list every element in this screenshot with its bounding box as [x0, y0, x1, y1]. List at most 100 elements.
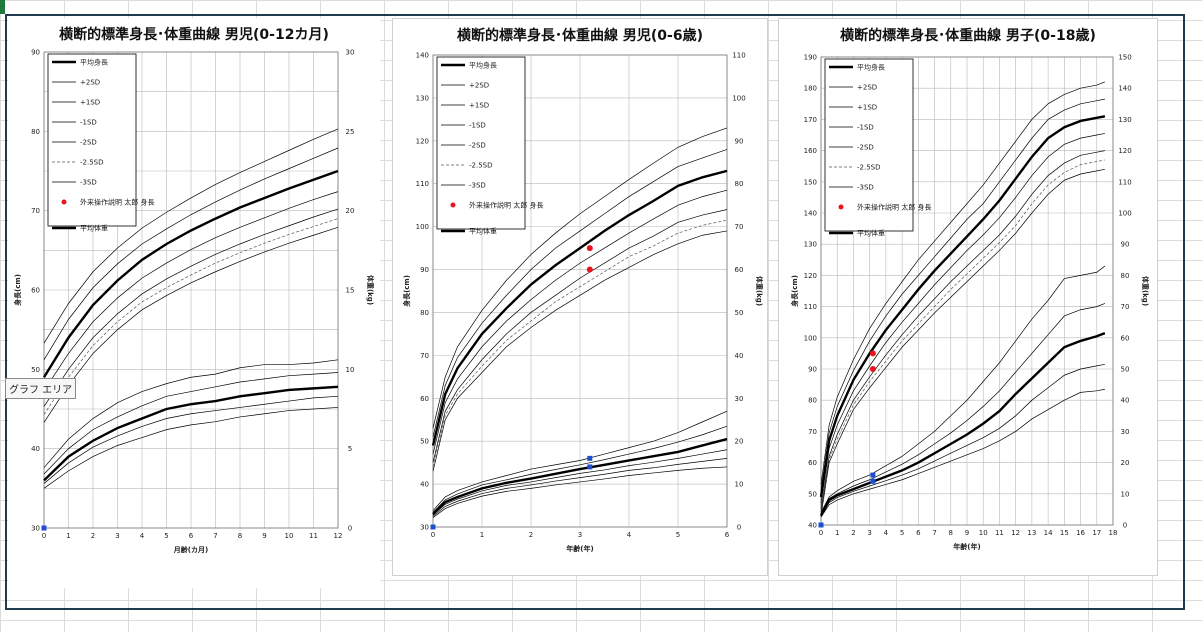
- y-tick-label: 80: [808, 397, 817, 405]
- y2-tick-label: 60: [1121, 334, 1130, 342]
- x-tick-label: 7: [932, 529, 936, 537]
- weight-curve--1SD: [820, 363, 1105, 517]
- y-tick-label: 90: [420, 266, 429, 274]
- legend-label: +2SD: [80, 79, 100, 87]
- legend-label: -2SD: [857, 144, 874, 152]
- legend-label: 外来操作説明 太郎 身長: [80, 198, 154, 207]
- height-curve--3SD: [432, 230, 728, 472]
- legend-label: -3SD: [857, 184, 874, 192]
- x-tick-label: 5: [164, 532, 168, 540]
- height-curve--2.5SD: [820, 159, 1105, 513]
- y2-tick-label: 150: [1118, 54, 1131, 62]
- y2-tick-label: 100: [732, 94, 745, 102]
- weight-curve--1SD: [432, 449, 728, 516]
- weight-curve-平均: [432, 437, 728, 515]
- chart-infant-growth[interactable]: 横断的標準身長･体重曲線 男児(0-12カ月) 0 1 2 3 4 5 6 7 8 9 10 11 12…: [8, 18, 380, 588]
- x-tick-label: 3: [867, 529, 871, 537]
- height-curve-平均: [819, 115, 1106, 498]
- chart-preschool-growth[interactable]: 横断的標準身長･体重曲線 男児(0-6歳) 0 1 2 3 4 5 6 30 40 50 60 70 8…: [392, 18, 768, 576]
- x-tick-label: 2: [851, 529, 855, 537]
- weight-curve-+1SD: [820, 303, 1106, 515]
- y2-tick-label: 30: [735, 395, 744, 403]
- y2-tick-label: 5: [348, 445, 352, 453]
- weight-curve-+1SD: [43, 372, 339, 475]
- height-curve--1SD: [432, 189, 728, 455]
- y2-tick-label: 100: [1118, 210, 1131, 218]
- x-axis-label: 年齢(年): [953, 542, 980, 551]
- chart-preschool-svg: 0 1 2 3 4 5 6 30 40 50 60 70 80 90 100 110 120 130 140 0 10 2…: [402, 52, 764, 554]
- legend-label: -1SD: [857, 124, 874, 132]
- legend-swatch-dot: [450, 202, 456, 208]
- y2-tick-label: 10: [735, 481, 744, 489]
- chart-title: 横断的標準身長･体重曲線 男児(0-12カ月): [59, 27, 329, 43]
- y-axis-label: 身長(cm): [790, 275, 799, 308]
- chart-youth-svg: 0 1 2 3 4 5 6 7 8 9 10 11 12 13 14 15 16 17 18405060708090…: [790, 54, 1150, 552]
- y-tick-label: 150: [804, 178, 817, 186]
- y2-axis-label: 体重(kg): [366, 275, 375, 305]
- x-tick-label: 0: [819, 529, 823, 537]
- y2-tick-label: 80: [735, 180, 744, 188]
- legend-label: -2SD: [469, 142, 486, 150]
- x-tick-label: 0: [42, 532, 46, 540]
- legend-label: -3SD: [469, 182, 486, 190]
- patient-weight-point: [430, 524, 436, 530]
- height-curve-+2SD: [43, 128, 339, 344]
- y2-tick-label: 10: [346, 366, 355, 374]
- legend: 平均身長 +2SD +1SD -1SD -2SD -2.5SD -3SD 外来操作説明 太郎 …: [824, 58, 931, 238]
- y-tick-label: 30: [31, 525, 40, 533]
- plot-area-border: [432, 54, 728, 528]
- y-tick-label: 130: [416, 94, 429, 102]
- y-tick-label: 170: [804, 116, 817, 124]
- patient-weight-point: [587, 455, 593, 461]
- y-axis-label: 身長(cm): [13, 274, 22, 307]
- height-curve-+1SD: [43, 147, 339, 360]
- legend-label: 平均体重: [469, 227, 497, 236]
- y-tick-label: 40: [420, 481, 429, 489]
- x-tick-label: 5: [676, 531, 680, 539]
- y2-tick-label: 140: [1118, 85, 1131, 93]
- legend-label: +1SD: [80, 99, 100, 107]
- y-tick-label: 70: [31, 207, 40, 215]
- legend-label: 外来操作説明 太郎 身長: [857, 203, 931, 212]
- y-tick-label: 90: [31, 49, 40, 57]
- y-tick-label: 40: [31, 445, 40, 453]
- legend-label: +1SD: [857, 104, 877, 112]
- height-curve--2SD: [43, 208, 339, 407]
- chart-infant-svg: 0 1 2 3 4 5 6 7 8 9 10 11 12304050607080900510152025…: [13, 49, 375, 555]
- x-tick-label: 6: [916, 529, 921, 537]
- legend-box: [824, 58, 914, 232]
- height-curve-+1SD: [820, 98, 1105, 491]
- x-tick-label: 6: [725, 531, 730, 539]
- x-tick-label: 1: [480, 531, 484, 539]
- height-curve--3SD: [820, 168, 1105, 516]
- y-tick-label: 140: [804, 210, 817, 218]
- patient-weight-point: [818, 522, 824, 528]
- height-curve--2.5SD: [432, 219, 728, 468]
- y-tick-label: 140: [416, 52, 429, 60]
- y-tick-label: 110: [804, 303, 817, 311]
- y2-tick-label: 0: [737, 524, 741, 532]
- y-tick-label: 130: [804, 241, 817, 249]
- chart-youth-growth[interactable]: 横断的標準身長･体重曲線 男子(0-18歳) 0 1 2 3 4 5 6 7 8 9 10 11 12 1…: [778, 18, 1158, 576]
- x-tick-label: 16: [1076, 529, 1085, 537]
- legend-label: -2.5SD: [857, 164, 881, 172]
- patient-weight-point: [587, 464, 593, 470]
- y2-tick-label: 90: [1121, 241, 1130, 249]
- legend-label: 平均身長: [857, 63, 885, 72]
- patient-height-point: [586, 266, 593, 273]
- y2-tick-label: 20: [346, 207, 355, 215]
- y-tick-label: 100: [804, 334, 817, 342]
- height-curve-+2SD: [432, 127, 728, 429]
- legend-label: 平均体重: [80, 224, 108, 233]
- y2-tick-label: 90: [735, 137, 744, 145]
- y2-tick-label: 40: [1121, 397, 1130, 405]
- y2-tick-label: 20: [735, 438, 744, 446]
- x-tick-label: 12: [1011, 529, 1020, 537]
- x-tick-label: 3: [115, 532, 119, 540]
- weight-curve-+2SD: [820, 265, 1106, 513]
- legend-swatch-dot: [61, 199, 67, 205]
- x-tick-label: 0: [431, 531, 435, 539]
- y2-tick-label: 70: [735, 223, 744, 231]
- x-tick-label: 1: [835, 529, 839, 537]
- patient-weight-point: [41, 525, 47, 531]
